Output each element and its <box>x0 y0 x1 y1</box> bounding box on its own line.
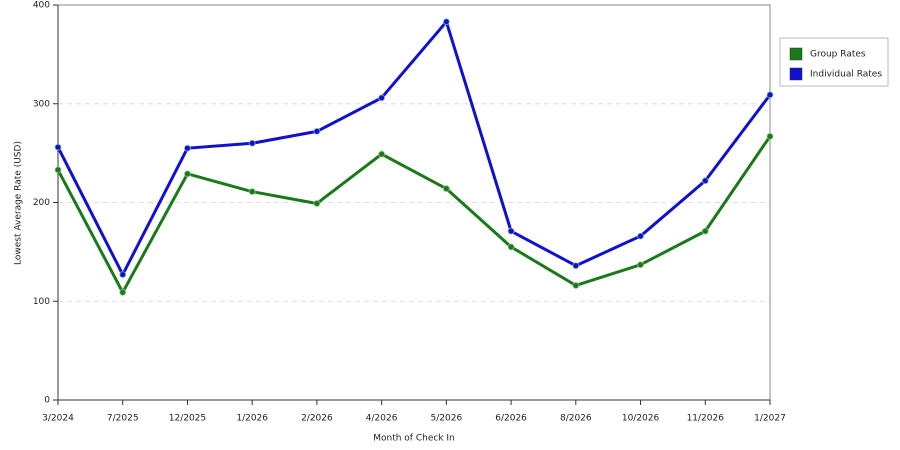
point <box>442 185 450 193</box>
point <box>637 232 645 240</box>
x-tick-label: 1/2026 <box>236 414 268 424</box>
point <box>701 227 709 235</box>
legend-swatch <box>789 47 803 61</box>
point <box>507 243 515 251</box>
y-tick-label: 300 <box>33 99 50 109</box>
point <box>183 170 191 178</box>
point <box>248 139 256 147</box>
point <box>766 91 774 99</box>
point <box>572 262 580 270</box>
point <box>313 127 321 135</box>
x-tick-label: 4/2026 <box>366 414 398 424</box>
point <box>183 144 191 152</box>
x-tick-label: 6/2026 <box>495 414 527 424</box>
x-tick-label: 11/2026 <box>687 414 725 424</box>
y-tick-label: 0 <box>44 396 50 406</box>
x-tick-label: 7/2025 <box>107 414 139 424</box>
point <box>507 227 515 235</box>
y-tick-label: 400 <box>33 1 50 11</box>
point <box>442 18 450 26</box>
point <box>248 188 256 196</box>
y-axis-title: Lowest Average Rate (USD) <box>14 141 24 265</box>
x-axis-title: Month of Check In <box>373 434 455 444</box>
x-tick-label: 5/2026 <box>431 414 463 424</box>
x-tick-label: 12/2025 <box>169 414 206 424</box>
point <box>378 94 386 102</box>
point <box>119 271 127 279</box>
x-tick-label: 1/2027 <box>754 414 786 424</box>
point <box>54 143 62 151</box>
point <box>701 177 709 185</box>
x-tick-label: 2/2026 <box>301 414 333 424</box>
point <box>637 261 645 269</box>
point <box>54 166 62 174</box>
point <box>766 132 774 140</box>
x-tick-label: 3/2024 <box>42 414 74 424</box>
y-tick-label: 200 <box>33 198 50 208</box>
x-tick-label: 8/2026 <box>560 414 592 424</box>
legend-swatch <box>789 67 803 81</box>
point <box>119 288 127 296</box>
point <box>378 150 386 158</box>
x-tick-label: 10/2026 <box>622 414 660 424</box>
point <box>572 281 580 289</box>
legend-label: Individual Rates <box>810 70 882 80</box>
legend-label: Group Rates <box>810 50 866 60</box>
y-tick-label: 100 <box>33 297 50 307</box>
point <box>313 199 321 207</box>
series-line <box>56 20 772 277</box>
series-line <box>56 135 772 294</box>
